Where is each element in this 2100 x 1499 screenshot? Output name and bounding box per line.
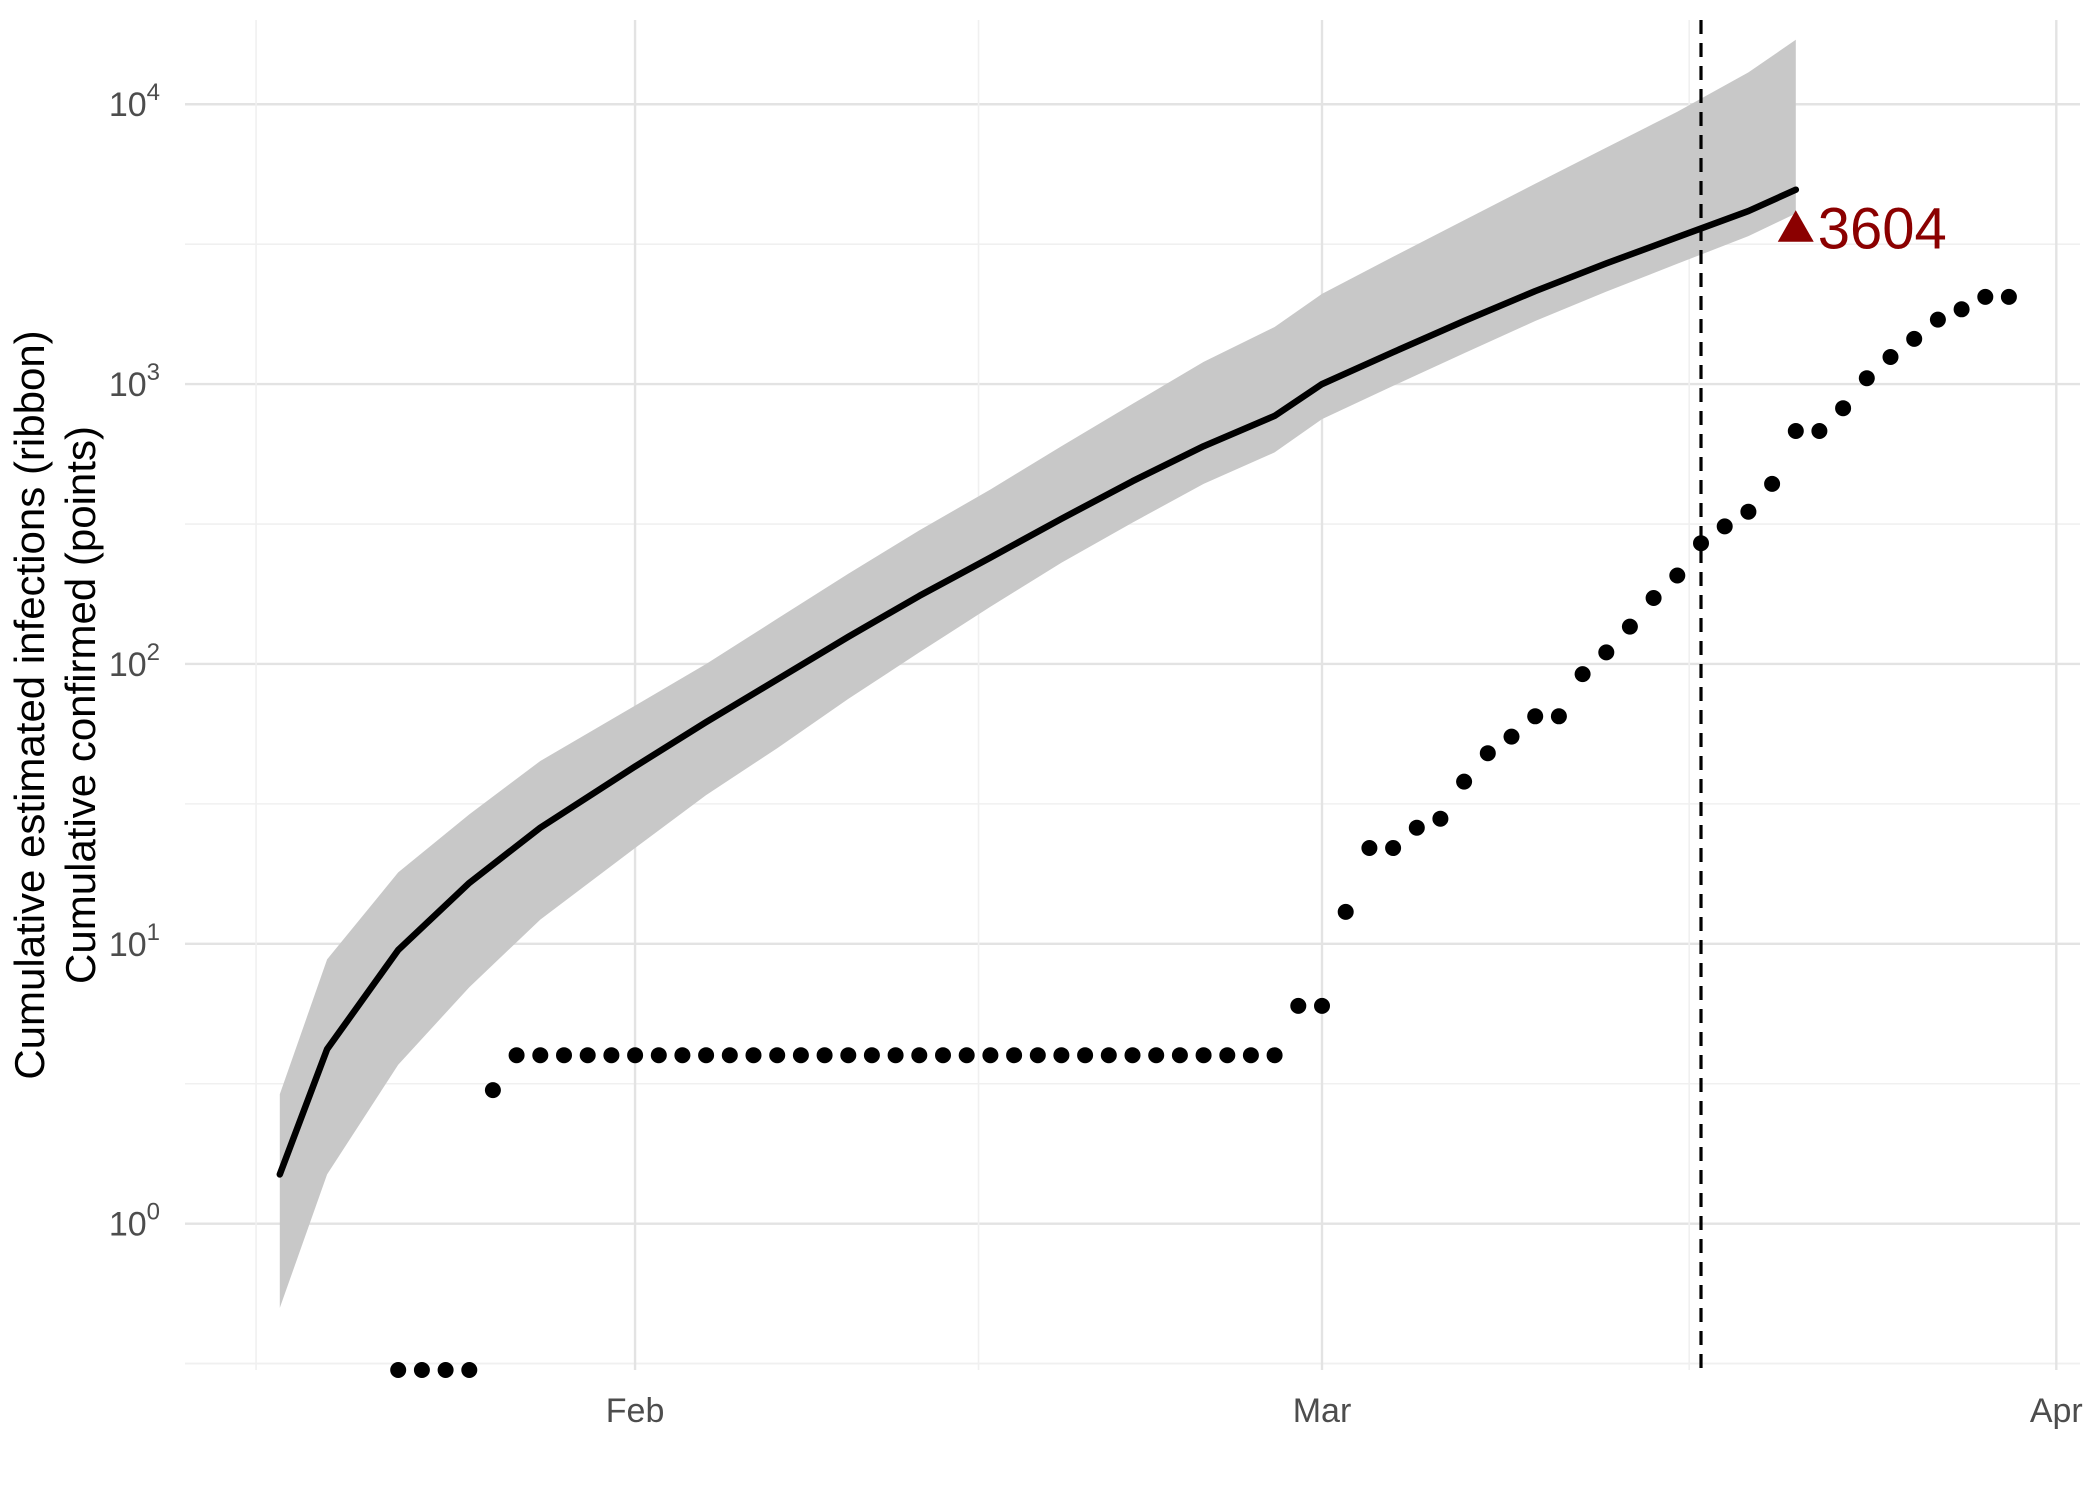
confirmed-point bbox=[1314, 997, 1330, 1014]
confirmed-point bbox=[721, 1047, 738, 1064]
confirmed-point bbox=[484, 1082, 501, 1099]
confirmed-point bbox=[1290, 997, 1307, 1014]
confirmed-point bbox=[390, 1362, 407, 1378]
confirmed-point bbox=[1029, 1047, 1046, 1064]
confirmed-point bbox=[1219, 1047, 1236, 1064]
y-axis-title-line-2: Cumulative confirmed (points) bbox=[57, 426, 104, 984]
confirmed-point bbox=[627, 1047, 644, 1064]
confirmed-point bbox=[792, 1047, 809, 1064]
confirmed-point bbox=[1077, 1047, 1094, 1064]
confirmed-point bbox=[1977, 288, 1994, 305]
confirmed-point bbox=[1953, 301, 1970, 318]
confirmed-point bbox=[532, 1047, 549, 1064]
y-tick-label: 103 bbox=[109, 359, 160, 404]
y-axis-ticks: 100 101 102 103 104 bbox=[109, 79, 160, 1243]
confirmed-point bbox=[1266, 1047, 1283, 1064]
confirmed-point bbox=[1432, 810, 1449, 827]
confirmed-point bbox=[982, 1047, 999, 1064]
confirmed-point bbox=[1882, 349, 1899, 365]
confirmed-point bbox=[1171, 1047, 1188, 1064]
confirmed-point bbox=[1764, 475, 1781, 492]
confirmed-point bbox=[413, 1362, 430, 1378]
estimate-median-line bbox=[276, 186, 1800, 1178]
confirmed-point bbox=[1574, 666, 1591, 683]
y-axis-title-line-1: Cumulative estimated infections (ribbon) bbox=[6, 330, 53, 1079]
confirmed-point bbox=[1598, 644, 1615, 661]
confirmed-point bbox=[1148, 1047, 1165, 1064]
confirmed-point bbox=[650, 1047, 667, 1064]
confirmed-point bbox=[1053, 1047, 1070, 1064]
confirmed-point bbox=[1100, 1047, 1117, 1064]
confirmed-point bbox=[1811, 423, 1828, 439]
confirmed-point bbox=[958, 1047, 975, 1064]
confirmed-point bbox=[887, 1047, 904, 1064]
y-tick-label: 104 bbox=[109, 79, 160, 124]
grid bbox=[185, 20, 2080, 1370]
confirmed-point bbox=[745, 1047, 762, 1064]
x-tick-label: Mar bbox=[1293, 1392, 1352, 1430]
confirmed-point bbox=[437, 1362, 454, 1378]
confirmed-point bbox=[1669, 567, 1686, 584]
confirmed-point bbox=[1906, 330, 1923, 347]
confirmed-point bbox=[1929, 311, 1946, 328]
endpoint-triangle-marker bbox=[1777, 210, 1814, 242]
confirmed-point bbox=[1408, 819, 1425, 836]
confirmed-point bbox=[1835, 400, 1852, 417]
y-tick-label: 102 bbox=[109, 639, 160, 684]
confirmed-point bbox=[935, 1047, 951, 1064]
confirmed-point bbox=[1361, 840, 1378, 856]
confirmed-point bbox=[1787, 423, 1804, 439]
confirmed-point bbox=[1195, 1047, 1212, 1064]
confirmed-point bbox=[1479, 745, 1496, 762]
confirmed-point bbox=[1858, 370, 1875, 387]
endpoint-label: 3604 bbox=[1818, 196, 1947, 261]
y-tick-label: 100 bbox=[109, 1199, 160, 1244]
confirmed-point bbox=[579, 1047, 596, 1064]
confirmed-point bbox=[603, 1047, 620, 1064]
confirmed-point bbox=[1621, 618, 1638, 635]
confirmed-point bbox=[698, 1047, 715, 1064]
confirmed-point bbox=[461, 1362, 478, 1378]
x-tick-label: Apr bbox=[2030, 1392, 2083, 1430]
confirmed-point bbox=[1124, 1047, 1141, 1064]
confirmed-point bbox=[1645, 590, 1662, 606]
x-tick-label: Feb bbox=[606, 1392, 665, 1430]
confirmed-point bbox=[1456, 773, 1473, 790]
confirmed-point bbox=[816, 1047, 833, 1064]
confirmed-point bbox=[1550, 708, 1567, 725]
confirmed-point bbox=[1006, 1047, 1023, 1064]
x-axis-ticks: Feb Mar Apr bbox=[606, 1392, 2083, 1430]
confirmed-point bbox=[840, 1047, 857, 1064]
confirmed-point bbox=[1693, 535, 1709, 552]
confirmed-point bbox=[1337, 903, 1354, 920]
confirmed-point bbox=[769, 1047, 786, 1064]
confirmed-point bbox=[674, 1047, 691, 1064]
confirmed-point bbox=[1242, 1047, 1259, 1064]
confirmed-point bbox=[1385, 840, 1402, 856]
confirmed-point bbox=[508, 1047, 525, 1064]
confirmed-point bbox=[863, 1047, 880, 1064]
confirmed-point bbox=[1503, 728, 1520, 745]
confirmed-point bbox=[911, 1047, 928, 1064]
confirmed-point bbox=[1716, 518, 1733, 535]
confirmed-point bbox=[2000, 288, 2017, 305]
confirmed-points bbox=[390, 288, 2017, 1378]
confirmed-point bbox=[1527, 708, 1544, 725]
y-tick-label: 101 bbox=[109, 919, 160, 964]
confirmed-point bbox=[1740, 503, 1757, 520]
confirmed-point bbox=[556, 1047, 572, 1064]
estimate-ribbon bbox=[279, 39, 1796, 1308]
